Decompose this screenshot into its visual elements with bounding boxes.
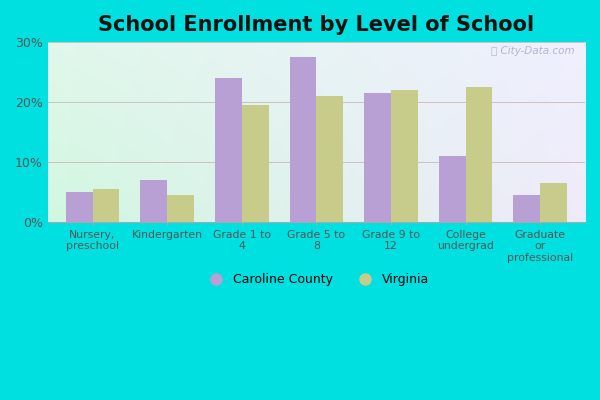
Bar bbox=[540, 183, 567, 222]
Bar bbox=[439, 156, 466, 222]
Bar bbox=[364, 93, 391, 222]
Bar bbox=[242, 105, 269, 222]
Bar bbox=[215, 78, 242, 222]
Text: ⓘ City-Data.com: ⓘ City-Data.com bbox=[491, 46, 574, 56]
Bar bbox=[92, 189, 119, 222]
Bar bbox=[167, 195, 194, 222]
Bar bbox=[316, 96, 343, 222]
Bar bbox=[514, 195, 540, 222]
Bar bbox=[391, 90, 418, 222]
Bar bbox=[65, 192, 92, 222]
Title: School Enrollment by Level of School: School Enrollment by Level of School bbox=[98, 15, 535, 35]
Legend: Caroline County, Virginia: Caroline County, Virginia bbox=[199, 268, 434, 291]
Bar bbox=[290, 57, 316, 222]
Bar bbox=[140, 180, 167, 222]
Bar bbox=[466, 87, 493, 222]
